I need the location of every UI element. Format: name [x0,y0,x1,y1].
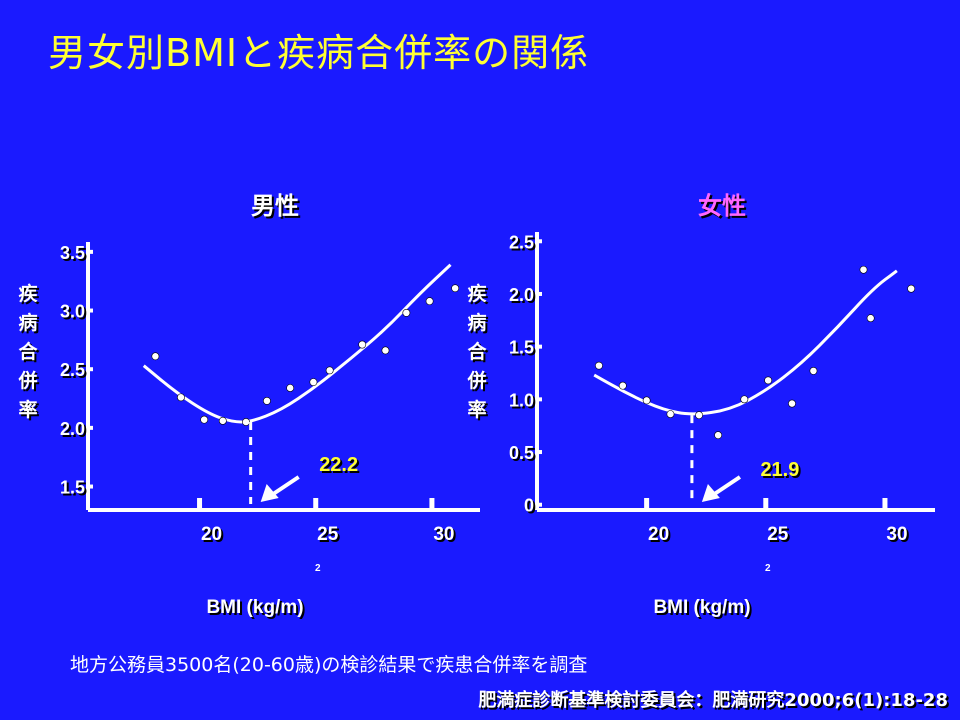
male-y-axis-label-char: 疾 [18,282,38,305]
male-y-tick-label: 2.0 [60,419,85,439]
male-y-tick-label: 3.5 [60,243,85,263]
page-title: 男女別BMIと疾病合併率の関係 [48,31,590,75]
female-data-point [764,376,773,385]
female-data-point [788,399,796,408]
male-y-tick-label: 2.5 [60,360,85,380]
female-y-tick-label: 1.5 [509,338,534,358]
male-y-axis-label-char: 合 [18,340,38,363]
male-y-axis-label-char: 病 [18,311,37,334]
male-data-point [177,393,185,402]
male-x-tick-label: 25 [317,524,339,545]
male-data-point [200,415,209,424]
male-y-tick-label: 1.5 [60,478,85,498]
female-y-tick-label: 0.5 [509,443,534,463]
female-x-tick-label: 25 [767,524,789,545]
male-x-axis-label-superscript: 2 [315,563,321,574]
female-data-point [740,395,749,404]
female-data-point [809,366,818,375]
reference-citation: 肥満症診断基準検討委員会：肥満研究2000;6(1):18-28 [478,690,948,711]
female-y-axis-label-char: 疾 [467,282,487,305]
male-y-axis-label-char: 率 [18,398,37,421]
male-y-tick-label: 3.0 [60,302,85,322]
female-y-tick-label: 0 [524,496,534,516]
male-x-tick-label: 20 [201,524,222,545]
male-data-point [151,352,160,361]
male-data-point [218,416,227,425]
female-data-point [859,265,868,274]
male-data-point [325,366,334,375]
female-y-tick-label: 1.0 [509,390,534,410]
female-data-point [866,314,875,323]
female-y-tick-label: 2.0 [509,285,534,305]
male-data-point [286,384,295,392]
female-chart: 女性 0 0.5 1.0 1.5 2.0 2.5 20 25 30 疾病合併率 BMI (kg/m) 2… [466,192,935,618]
female-chart-title: 女性 [698,192,746,220]
male-data-point [451,284,460,293]
female-optimum-label: 21.9 [760,459,799,481]
female-y-axis-label-char: 病 [467,311,486,334]
female-data-point [907,284,916,293]
female-data-point [695,411,703,420]
male-optimum-label: 22.2 [319,454,358,476]
female-x-tick-label: 30 [886,524,907,545]
male-y-axis-label-char: 併 [17,369,37,392]
female-optimum-arrow-head [701,484,720,502]
female-data-point [595,361,603,370]
female-y-axis-label-char: 率 [467,398,486,421]
female-x-axis-label-superscript: 2 [765,563,771,574]
male-data-point [309,378,318,387]
male-chart-title: 男性 [251,192,299,220]
female-data-point [714,431,723,440]
female-fit-curve [593,269,898,416]
female-y-axis-label-char: 合 [467,340,487,363]
male-data-point [402,308,411,317]
female-data-point [618,381,627,390]
female-y-axis-label-char: 併 [466,369,486,392]
survey-note: 地方公務員3500名(20-60歳)の検診結果で疾患合併率を調査 [70,654,588,676]
female-y-tick-label: 2.5 [509,232,534,252]
female-x-axis-label: BMI (kg/m) [653,597,750,618]
male-x-tick-label: 30 [433,524,454,545]
male-data-point [425,297,434,306]
female-data-point [642,396,651,405]
female-data-point [666,410,675,418]
male-data-point [263,396,271,405]
male-data-point [358,340,367,349]
female-x-tick-label: 20 [648,524,669,545]
male-x-axis-label: BMI (kg/m) [206,597,303,618]
male-optimum-arrow-head [260,484,279,502]
male-data-point [381,346,390,355]
